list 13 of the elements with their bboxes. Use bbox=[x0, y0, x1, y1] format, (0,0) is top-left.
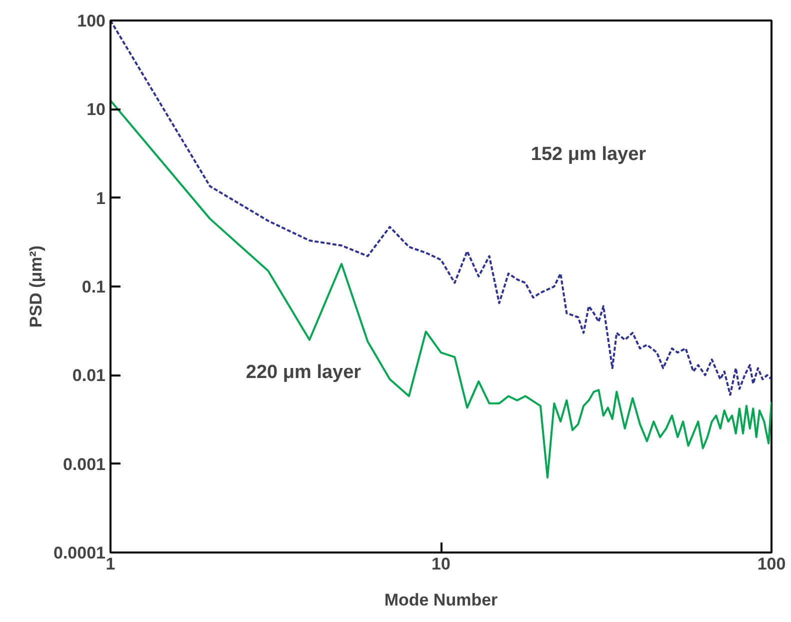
x-tick-label: 10 bbox=[432, 554, 450, 574]
y-tick-label: 1 bbox=[96, 188, 106, 208]
annotation: 220 μm layer bbox=[246, 362, 362, 383]
y-tick-label: 10 bbox=[86, 100, 106, 120]
y-tick-label: 0.0001 bbox=[54, 544, 106, 562]
y-tick-label: 0.01 bbox=[72, 366, 106, 386]
y-tick-label: 0.001 bbox=[62, 454, 106, 474]
annotation: 152 μm layer bbox=[530, 144, 647, 165]
y-axis-title: PSD (μm²) bbox=[26, 245, 46, 328]
y-tick-label: 0.1 bbox=[82, 278, 106, 296]
x-axis-title: Mode Number bbox=[384, 590, 498, 610]
x-tick-label: 100 bbox=[757, 554, 786, 574]
y-tick-label: 100 bbox=[77, 12, 106, 30]
